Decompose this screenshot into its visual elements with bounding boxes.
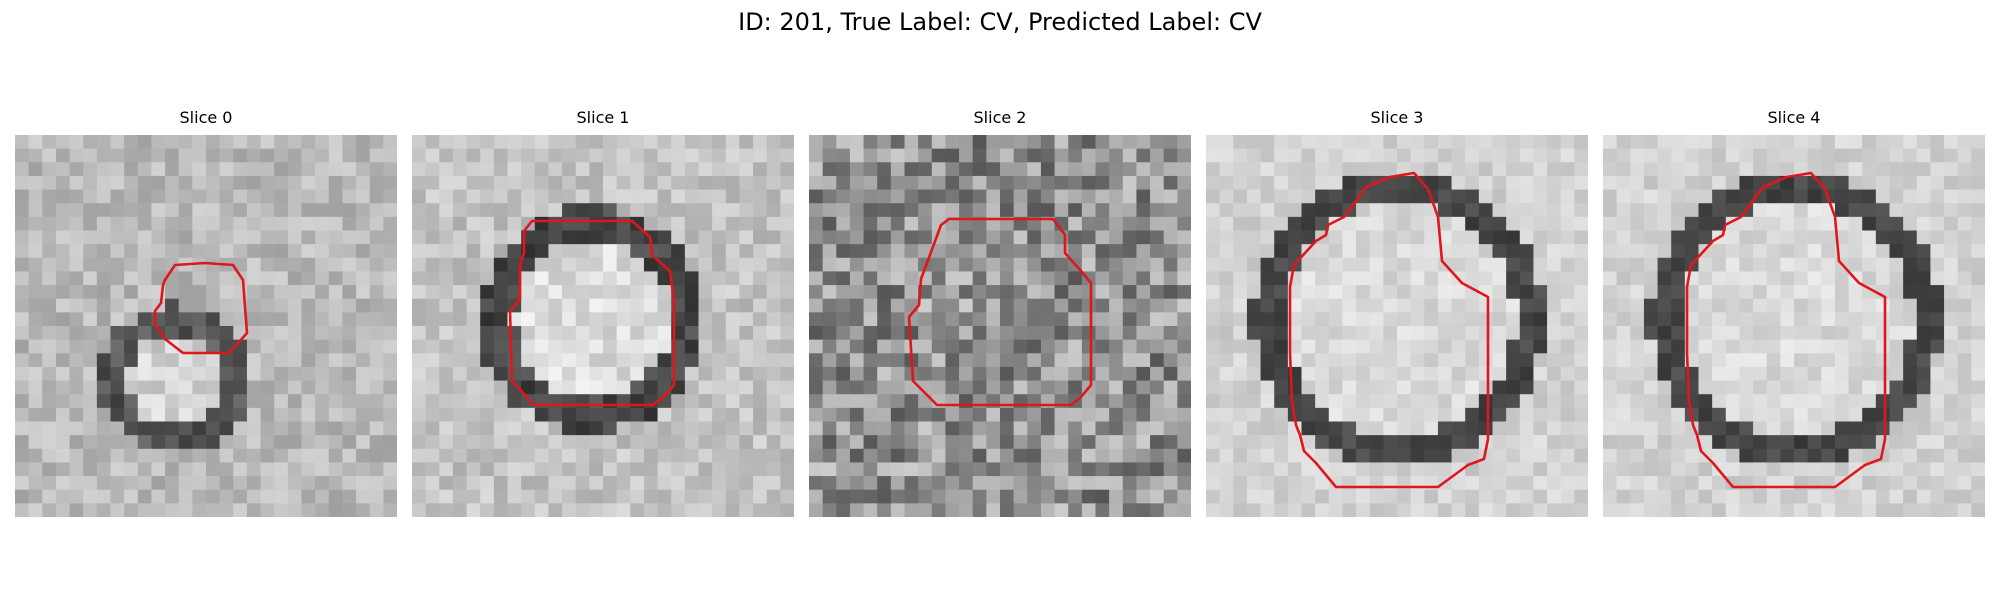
pixel-grid <box>15 135 397 517</box>
slice-panel-2: Slice 2 <box>809 108 1191 517</box>
slice-title: Slice 1 <box>576 108 630 127</box>
slice-panel-4: Slice 4 <box>1603 108 1985 517</box>
pixel-grid <box>412 135 794 517</box>
slice-panel-0: Slice 0 <box>15 108 397 517</box>
slice-image <box>15 135 397 517</box>
slice-canvas <box>1206 135 1588 517</box>
slice-image <box>809 135 1191 517</box>
slice-panel-1: Slice 1 <box>412 108 794 517</box>
slice-title: Slice 0 <box>179 108 233 127</box>
segmentation-contour <box>1685 171 1887 489</box>
pixel-grid <box>1603 135 1985 517</box>
pixel-grid <box>809 135 1191 517</box>
slice-image <box>1206 135 1588 517</box>
slice-image <box>1603 135 1985 517</box>
segmentation-contour <box>508 219 676 407</box>
slice-canvas <box>1603 135 1985 517</box>
slice-canvas <box>809 135 1191 517</box>
pixel-grid <box>1206 135 1588 517</box>
slice-canvas <box>15 135 397 517</box>
segmentation-contour <box>153 261 249 355</box>
segmentation-contour <box>1288 171 1490 489</box>
slice-canvas <box>412 135 794 517</box>
segmentation-contour <box>907 217 1093 407</box>
slice-title: Slice 3 <box>1370 108 1424 127</box>
slice-image <box>412 135 794 517</box>
figure-title: ID: 201, True Label: CV, Predicted Label… <box>738 8 1262 36</box>
slice-title: Slice 4 <box>1767 108 1821 127</box>
slice-title: Slice 2 <box>973 108 1027 127</box>
slice-panel-3: Slice 3 <box>1206 108 1588 517</box>
